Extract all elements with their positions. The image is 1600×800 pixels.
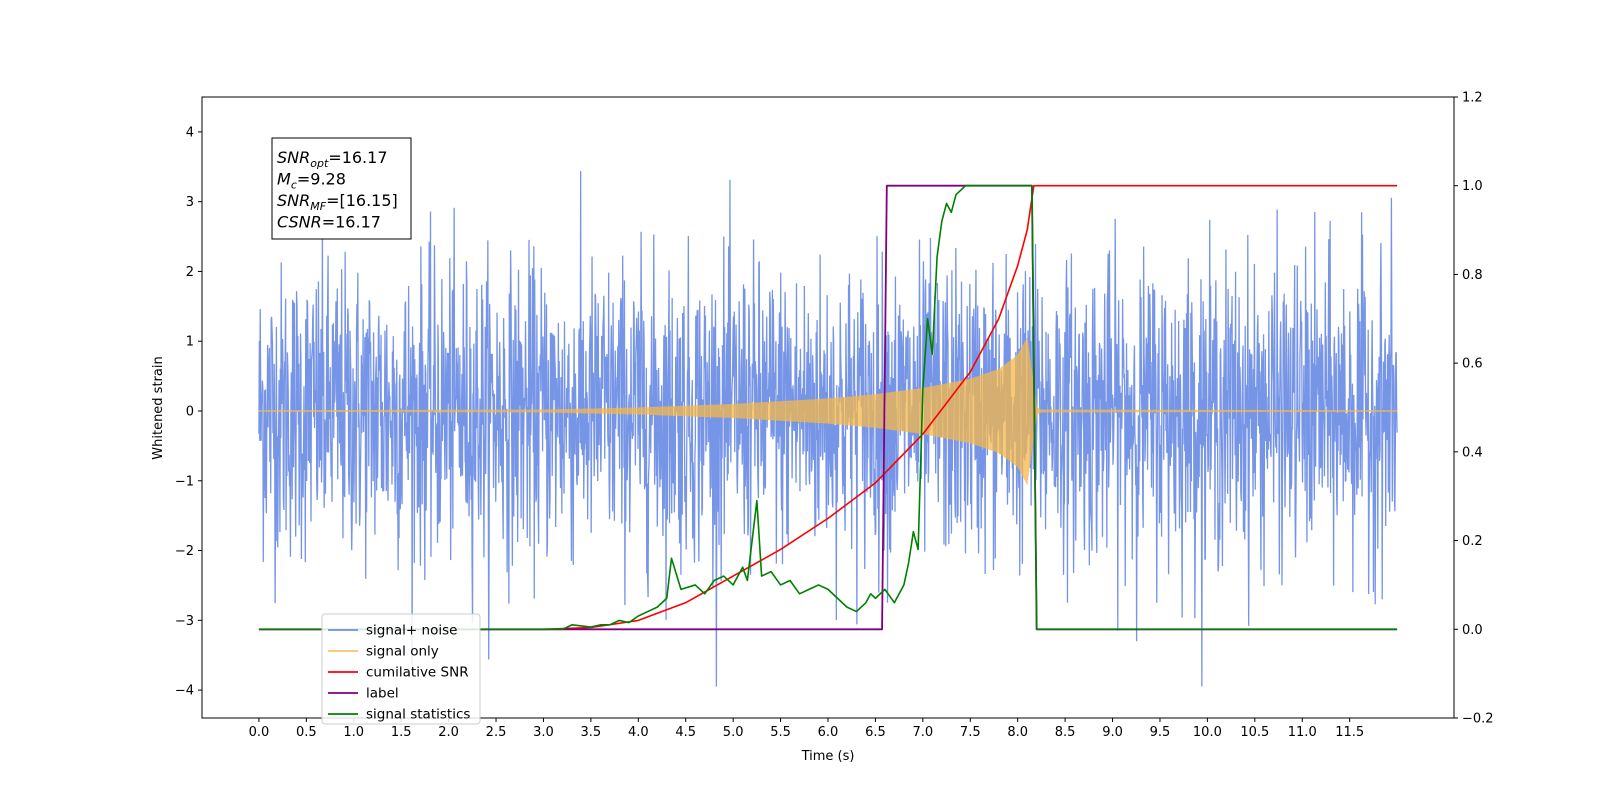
x-tick-label: 1.0 xyxy=(343,725,364,740)
x-tick-label: 2.5 xyxy=(486,725,507,740)
y-tick-label: −2 xyxy=(175,544,194,559)
y2-tick-label: 0.0 xyxy=(1462,623,1483,638)
y-axis-label: Whitened strain xyxy=(151,356,166,459)
legend: signal+ noise signal only cumilative SNR la… xyxy=(321,613,481,725)
y2-tick-label: 0.2 xyxy=(1462,534,1483,549)
legend-entry: label xyxy=(366,686,399,702)
y2-tick-label: 0.8 xyxy=(1462,268,1483,283)
x-tick-label: 1.5 xyxy=(391,725,412,740)
legend-entry: signal statistics xyxy=(366,707,470,723)
legend-frame xyxy=(321,613,481,725)
x-tick-label: 3.0 xyxy=(533,725,554,740)
y-tick-label: 3 xyxy=(186,195,194,210)
x-tick-label: 7.5 xyxy=(960,725,981,740)
y-tick-label: −3 xyxy=(175,614,194,629)
x-tick-label: 10.0 xyxy=(1193,725,1222,740)
y2-tick-label: 0.6 xyxy=(1462,357,1483,372)
y-tick-label: 0 xyxy=(186,404,194,419)
y-tick-label: 1 xyxy=(186,335,194,350)
x-tick-label: 5.5 xyxy=(770,725,791,740)
series-cumilative-snr xyxy=(258,184,1398,631)
x-tick-label: 5.0 xyxy=(723,725,744,740)
x-tick-label: 2.0 xyxy=(438,725,459,740)
x-tick-label: 9.0 xyxy=(1102,725,1123,740)
x-tick-label: 11.0 xyxy=(1288,725,1317,740)
signal-only-line xyxy=(258,338,1398,485)
signal-noise-line xyxy=(258,171,1398,687)
annotation-frame xyxy=(271,137,412,240)
annotation-box: SNRopt=16.17Mc=9.28SNRMF=[16.15]CSNR=16.… xyxy=(271,137,412,240)
x-tick-label: 8.5 xyxy=(1055,725,1076,740)
y2-tick-label: 1.2 xyxy=(1462,91,1483,106)
legend-entry: signal+ noise xyxy=(366,623,457,639)
x-tick-label: 10.5 xyxy=(1240,725,1269,740)
legend-entry: cumilative SNR xyxy=(366,665,469,681)
y-tick-label: 2 xyxy=(186,265,194,280)
legend-entry: signal only xyxy=(366,644,439,660)
series-signal-statistics xyxy=(258,184,1398,631)
y-axis-left: −4 −3 −2 −1 0 1 2 3 4 xyxy=(175,125,202,699)
y-tick-label: −4 xyxy=(175,684,194,699)
x-tick-label: 6.0 xyxy=(818,725,839,740)
x-tick-label: 4.0 xyxy=(628,725,649,740)
x-axis-label: Time (s) xyxy=(801,749,855,764)
x-tick-label: 8.0 xyxy=(1007,725,1028,740)
y-tick-label: −1 xyxy=(175,474,194,489)
annotation-line: Mc=9.28 xyxy=(277,170,346,192)
x-tick-label: 0.5 xyxy=(296,725,317,740)
x-tick-label: 6.5 xyxy=(865,725,886,740)
y2-tick-label: 1.0 xyxy=(1462,179,1483,194)
annotation-line: SNRopt=16.17 xyxy=(277,148,388,170)
signal-statistics-line xyxy=(258,184,1398,631)
y2-tick-label: 0.4 xyxy=(1462,445,1483,460)
x-tick-label: 3.5 xyxy=(581,725,602,740)
y-axis-right: −0.2 0.0 0.2 0.4 0.6 0.8 1.0 1.2 xyxy=(1454,91,1494,727)
cumilative-snr-line xyxy=(258,184,1398,631)
x-tick-label: 11.5 xyxy=(1335,725,1364,740)
series-signal-only xyxy=(258,338,1398,485)
x-tick-label: 4.5 xyxy=(675,725,696,740)
y-tick-label: 4 xyxy=(186,125,194,140)
x-axis: 0.0 0.5 1.0 1.5 2.0 2.5 3.0 3.5 4.0 4.5 5.0 5.5 6.0 6… xyxy=(249,718,1364,740)
annotation-line: SNRMF=[16.15] xyxy=(277,191,398,213)
x-tick-label: 0.0 xyxy=(249,725,270,740)
series-signal-noise xyxy=(258,171,1398,687)
x-tick-label: 7.0 xyxy=(913,725,934,740)
y2-tick-label: −0.2 xyxy=(1462,712,1494,727)
x-tick-label: 9.5 xyxy=(1150,725,1171,740)
annotation-line: CSNR=16.17 xyxy=(277,213,381,232)
